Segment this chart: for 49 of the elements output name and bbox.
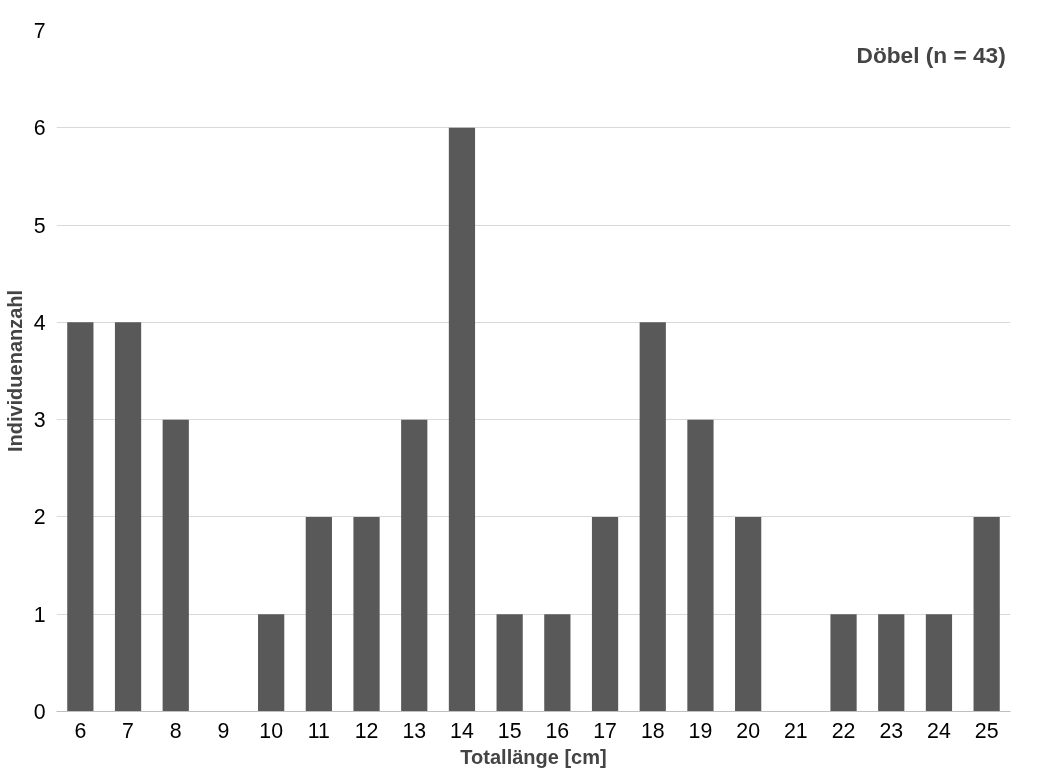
y-tick-label: 4: [33, 310, 46, 335]
x-tick-label: 25: [974, 718, 999, 743]
bar: [448, 127, 476, 712]
bar: [114, 322, 142, 712]
y-tick-label: 5: [33, 213, 46, 238]
x-tick-label: 9: [217, 718, 230, 743]
x-tick-label: 16: [545, 718, 570, 743]
x-tick-label: 22: [831, 718, 856, 743]
bar: [496, 614, 523, 712]
bar: [305, 516, 332, 712]
x-tick-label: 11: [307, 718, 330, 743]
bar: [687, 419, 714, 712]
bar: [67, 322, 94, 712]
bar: [401, 419, 428, 712]
y-tick-label: 0: [33, 700, 46, 724]
x-tick-label: 20: [736, 718, 761, 743]
x-tick-label: 15: [497, 718, 522, 743]
x-tick-label: 8: [169, 718, 182, 743]
bar: [925, 614, 953, 712]
x-tick-label: 24: [927, 718, 951, 743]
bar: [591, 516, 619, 712]
y-tick-label: 1: [33, 602, 46, 627]
bar: [544, 614, 571, 712]
x-tick-label: 10: [259, 718, 284, 743]
y-axis-title: Individuenanzahl: [3, 289, 26, 453]
x-tick-label: 23: [879, 718, 904, 743]
bar: [830, 614, 857, 712]
bar: [878, 614, 905, 712]
bar: [258, 614, 285, 712]
x-tick-label: 7: [122, 718, 134, 743]
x-tick-label: 18: [640, 718, 665, 743]
y-tick-label: 7: [33, 19, 46, 43]
bar: [353, 516, 380, 712]
y-tick-label: 2: [33, 505, 46, 530]
x-axis-title: Totallänge [cm]: [460, 745, 607, 768]
bar: [162, 419, 189, 712]
x-tick-label: 13: [402, 718, 427, 743]
x-tick-label: 14: [450, 718, 474, 743]
x-tick-label: 21: [783, 718, 808, 743]
y-tick-label: 3: [33, 408, 46, 433]
y-tick-label: 6: [33, 116, 46, 141]
x-tick-label: 19: [688, 718, 713, 743]
bar: [973, 516, 1000, 712]
annotation: Döbel (n = 43): [856, 41, 1006, 68]
bar: [639, 322, 666, 712]
x-tick-label: 6: [74, 718, 87, 743]
x-tick-label: 17: [593, 718, 617, 743]
bar: [735, 516, 762, 712]
x-tick-label: 12: [354, 718, 379, 743]
